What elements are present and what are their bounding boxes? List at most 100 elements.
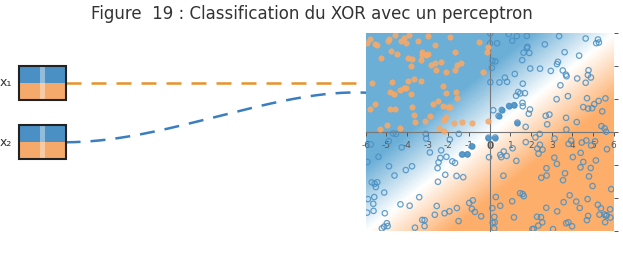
Point (536, 176, 546, 180)
Point (507, 199, 517, 203)
Point (515, 191, 525, 195)
Point (409, 113, 419, 117)
Point (596, 124, 606, 128)
Point (468, 198, 478, 203)
Point (485, 80, 495, 84)
Point (454, 132, 464, 136)
Point (584, 68, 594, 72)
Point (552, 162, 562, 166)
Point (581, 138, 591, 142)
Point (493, 114, 503, 118)
Point (370, 42, 380, 46)
Point (502, 154, 511, 158)
Point (558, 68, 568, 72)
Bar (19, 66, 65, 100)
Point (563, 220, 573, 224)
Point (575, 206, 585, 210)
Point (574, 53, 584, 58)
Point (525, 51, 535, 55)
Point (571, 199, 581, 204)
Point (573, 76, 583, 80)
Point (410, 226, 420, 230)
Point (518, 82, 528, 86)
Point (443, 105, 453, 109)
Point (606, 187, 616, 191)
Point (518, 192, 528, 196)
Point (377, 226, 387, 231)
Point (389, 173, 399, 178)
Point (392, 52, 402, 56)
Point (552, 209, 562, 213)
Point (535, 143, 545, 147)
Point (490, 220, 500, 224)
Point (529, 227, 539, 231)
Point (594, 99, 604, 103)
Point (513, 121, 523, 125)
Point (593, 203, 603, 207)
Point (558, 178, 568, 182)
Point (366, 142, 376, 146)
Point (421, 132, 430, 136)
Point (407, 57, 417, 61)
Point (416, 79, 426, 83)
Point (559, 200, 569, 204)
Point (440, 173, 450, 177)
Text: x₁: x₁ (0, 76, 12, 89)
Point (535, 67, 545, 71)
Point (457, 152, 467, 157)
Point (440, 211, 450, 215)
Point (485, 31, 495, 35)
Point (521, 140, 531, 144)
Point (416, 58, 426, 62)
Point (474, 40, 484, 44)
Point (586, 76, 596, 80)
Point (495, 80, 505, 85)
Point (493, 114, 503, 118)
Point (396, 88, 406, 92)
Point (508, 146, 518, 150)
Point (441, 70, 451, 74)
Point (432, 166, 442, 170)
Point (382, 123, 392, 127)
Point (511, 94, 521, 98)
Point (386, 49, 396, 53)
Point (421, 136, 431, 141)
Point (509, 103, 519, 107)
Point (578, 160, 588, 164)
Point (581, 81, 591, 85)
Point (535, 132, 545, 136)
Point (389, 91, 399, 96)
Point (488, 221, 498, 225)
Point (509, 103, 519, 107)
Point (583, 214, 593, 218)
Point (452, 174, 462, 178)
Point (497, 108, 506, 112)
Point (405, 204, 415, 208)
Point (564, 193, 574, 197)
Point (513, 90, 523, 94)
Point (548, 227, 558, 231)
Point (600, 126, 610, 130)
Point (438, 84, 448, 88)
Point (439, 118, 449, 122)
Point (401, 86, 411, 90)
Point (434, 126, 444, 130)
Point (561, 74, 571, 78)
Point (483, 135, 493, 140)
Point (476, 214, 486, 218)
Point (490, 135, 500, 140)
Point (420, 218, 430, 222)
Point (594, 213, 604, 217)
Point (594, 40, 604, 44)
Point (533, 152, 543, 156)
Point (567, 224, 577, 228)
Point (499, 149, 509, 153)
Point (478, 70, 488, 74)
Point (417, 53, 427, 57)
Point (532, 146, 542, 151)
Point (467, 121, 477, 125)
Point (537, 220, 547, 224)
Bar (19, 66, 65, 100)
Point (583, 197, 592, 201)
Point (515, 91, 525, 96)
